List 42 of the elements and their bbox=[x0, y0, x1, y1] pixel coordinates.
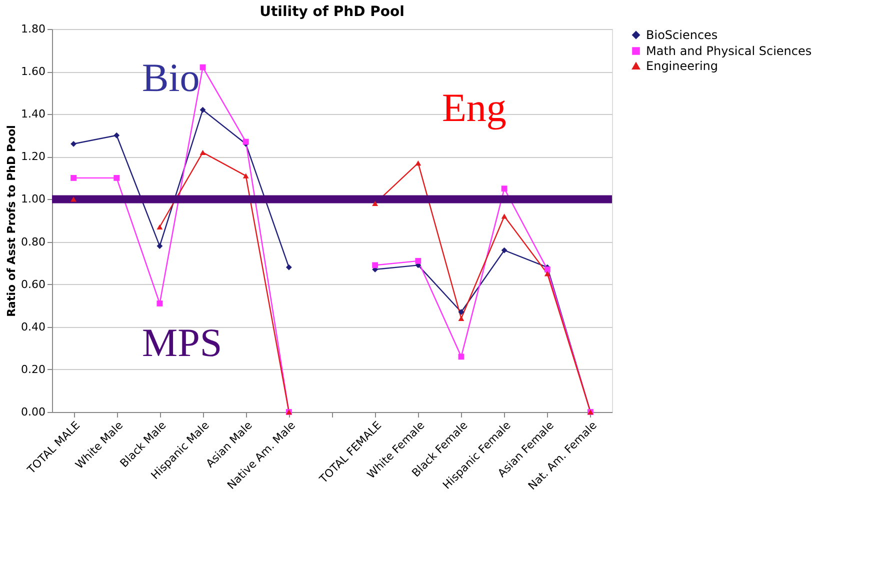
point bbox=[70, 140, 76, 147]
point bbox=[458, 354, 464, 360]
point bbox=[156, 300, 163, 306]
point bbox=[70, 174, 76, 181]
y-tick-label: 0.40 bbox=[21, 320, 46, 334]
point bbox=[114, 174, 120, 181]
y-tick-label: 0.60 bbox=[21, 278, 46, 291]
point bbox=[458, 316, 464, 321]
y-tick-label: 0.00 bbox=[21, 406, 46, 418]
point bbox=[156, 243, 163, 249]
point bbox=[286, 264, 292, 270]
point bbox=[242, 173, 249, 178]
legend-label: BioSciences bbox=[646, 28, 718, 42]
point bbox=[501, 214, 508, 219]
point bbox=[501, 186, 508, 192]
point bbox=[200, 150, 206, 155]
point bbox=[200, 106, 206, 113]
point bbox=[458, 309, 464, 315]
annotation: Bio bbox=[142, 55, 200, 100]
point bbox=[200, 64, 206, 70]
point bbox=[415, 258, 422, 264]
point bbox=[372, 262, 378, 268]
y-tick-label: 0.20 bbox=[21, 362, 46, 376]
y-axis-title: Ratio of Asst Profs to PhD Pool bbox=[5, 125, 18, 317]
legend-label: Engineering bbox=[646, 59, 718, 73]
point bbox=[372, 200, 378, 206]
annotation: MPS bbox=[142, 320, 222, 365]
point bbox=[114, 132, 120, 138]
y-tick-label: 1.40 bbox=[21, 108, 46, 121]
point bbox=[501, 247, 508, 254]
y-tick-label: 1.00 bbox=[21, 192, 46, 206]
y-tick-label: 0.80 bbox=[21, 235, 46, 248]
point bbox=[70, 196, 76, 202]
point bbox=[156, 224, 163, 230]
chart-title: Utility of PhD Pool bbox=[260, 4, 404, 20]
y-tick-label: 1.60 bbox=[21, 65, 46, 78]
point bbox=[544, 271, 550, 276]
y-tick-label: 1.80 bbox=[21, 22, 46, 36]
point bbox=[415, 160, 422, 166]
legend-label: Math and Physical Sciences bbox=[646, 44, 812, 58]
y-tick-label: 1.20 bbox=[21, 150, 46, 164]
annotation: Eng bbox=[442, 85, 506, 130]
